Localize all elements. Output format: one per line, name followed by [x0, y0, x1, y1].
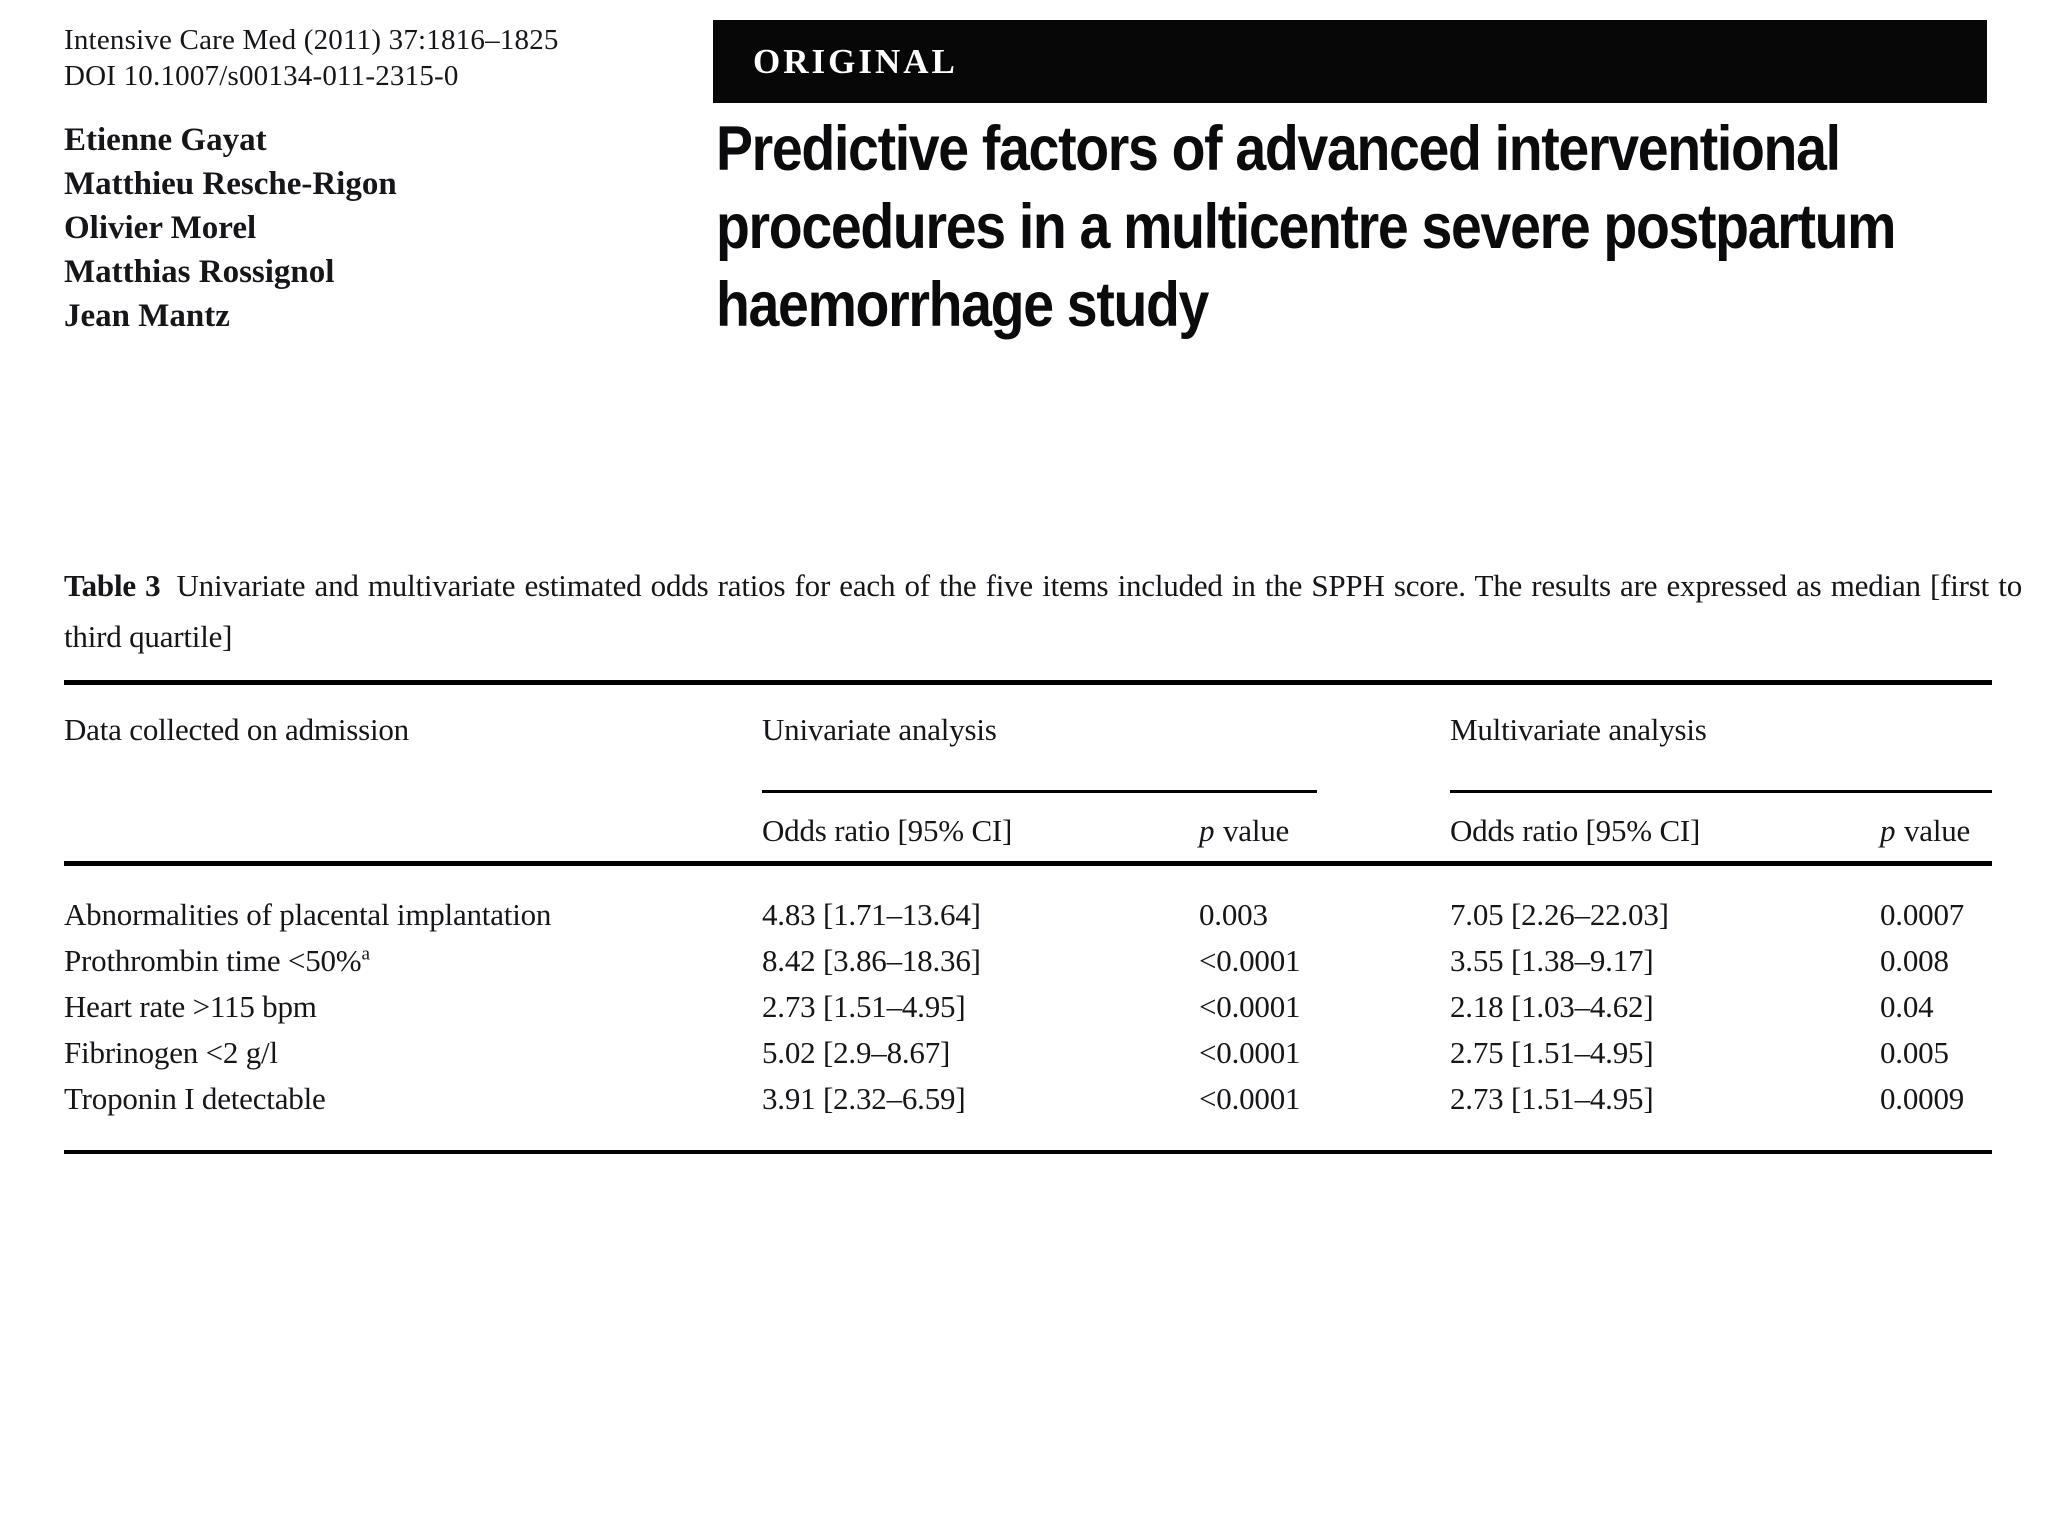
- univariate-odds-ratio: 2.73 [1.51–4.95]: [762, 989, 966, 1024]
- univariate-p-value: 0.003: [1199, 897, 1268, 932]
- multivariate-odds-ratio: 2.18 [1.03–4.62]: [1450, 989, 1654, 1024]
- univariate-odds-ratio: 3.91 [2.32–6.59]: [762, 1081, 966, 1116]
- multivariate-odds-ratio: 2.75 [1.51–4.95]: [1450, 1035, 1654, 1070]
- journal-reference-block: Intensive Care Med (2011) 37:1816–1825 D…: [64, 22, 559, 94]
- journal-citation-line: Intensive Care Med (2011) 37:1816–1825: [64, 24, 559, 56]
- table-caption: Table 3 Univariate and multivariate estim…: [64, 560, 2022, 662]
- table-row: Prothrombin time <50%a 8.42 [3.86–18.36]…: [64, 938, 1992, 984]
- column-header-data-collected: Data collected on admission: [64, 712, 409, 747]
- authors-block: Etienne Gayat Matthieu Resche-Rigon Oliv…: [64, 118, 397, 338]
- univariate-p-value: <0.0001: [1199, 1081, 1301, 1116]
- univariate-odds-ratio: 5.02 [2.9–8.67]: [762, 1035, 951, 1070]
- multivariate-p-value: 0.0007: [1880, 897, 1965, 932]
- column-gap: [1317, 685, 1450, 793]
- author-name: Matthias Rossignol: [64, 254, 335, 290]
- row-label: Abnormalities of placental implantation: [64, 897, 552, 932]
- section-label: ORIGINAL: [753, 41, 958, 81]
- page-title: Predictive factors of advanced intervent…: [716, 110, 1896, 344]
- table-subheader-row: Odds ratio [95% CI] p value Odds ratio [9…: [64, 793, 1992, 866]
- column-gap: [1317, 892, 1450, 938]
- table-row: Heart rate >115 bpm 2.73 [1.51–4.95] <0.…: [64, 984, 1992, 1030]
- multivariate-p-value: 0.04: [1880, 989, 1934, 1024]
- doi-line: DOI 10.1007/s00134-011-2315-0: [64, 60, 459, 92]
- table-3: Data collected on admission Univariate a…: [64, 680, 1992, 1154]
- univariate-p-value: <0.0001: [1199, 943, 1301, 978]
- title-line: Predictive factors of advanced intervent…: [716, 114, 1841, 184]
- univariate-p-value: <0.0001: [1199, 989, 1301, 1024]
- group-header-multivariate: Multivariate analysis: [1450, 685, 1992, 793]
- column-gap: [1317, 1076, 1450, 1122]
- multivariate-p-value: 0.0009: [1880, 1081, 1965, 1116]
- empty-cell: [64, 793, 762, 861]
- table-row: Fibrinogen <2 g/l 5.02 [2.9–8.67] <0.000…: [64, 1030, 1992, 1076]
- column-gap: [1317, 984, 1450, 1030]
- title-line: procedures in a multicentre severe postp…: [716, 192, 1896, 262]
- section-banner: ORIGINAL: [713, 20, 1987, 103]
- row-label: Fibrinogen <2 g/l: [64, 1035, 278, 1070]
- multivariate-p-value: 0.008: [1880, 943, 1949, 978]
- univariate-odds-ratio: 8.42 [3.86–18.36]: [762, 943, 981, 978]
- column-gap: [1317, 938, 1450, 984]
- table-body: Abnormalities of placental implantation …: [64, 866, 1992, 1154]
- column-header-multi-p-value: p value: [1880, 813, 1971, 848]
- row-label: Heart rate >115 bpm: [64, 989, 317, 1024]
- row-label: Prothrombin time <50%a: [64, 943, 370, 978]
- author-name: Etienne Gayat: [64, 122, 267, 158]
- multivariate-odds-ratio: 7.05 [2.26–22.03]: [1450, 897, 1669, 932]
- column-header-uni-odds-ratio: Odds ratio [95% CI]: [762, 813, 1013, 848]
- univariate-p-value: <0.0001: [1199, 1035, 1301, 1070]
- row-label: Troponin I detectable: [64, 1081, 326, 1116]
- multivariate-odds-ratio: 2.73 [1.51–4.95]: [1450, 1081, 1654, 1116]
- author-name: Matthieu Resche-Rigon: [64, 166, 397, 202]
- caption-text: Univariate and multivariate estimated od…: [64, 568, 2022, 654]
- title-line: haemorrhage study: [716, 270, 1209, 340]
- column-gap: [1317, 1030, 1450, 1076]
- column-gap: [1317, 793, 1450, 861]
- footnote-marker: a: [361, 943, 370, 965]
- column-header-uni-p-value: p value: [1199, 813, 1290, 848]
- author-name: Olivier Morel: [64, 210, 257, 246]
- caption-label: Table 3: [64, 568, 161, 603]
- univariate-odds-ratio: 4.83 [1.71–13.64]: [762, 897, 981, 932]
- table-row: Abnormalities of placental implantation …: [64, 892, 1992, 938]
- multivariate-odds-ratio: 3.55 [1.38–9.17]: [1450, 943, 1654, 978]
- table-row: Troponin I detectable 3.91 [2.32–6.59] <…: [64, 1076, 1992, 1122]
- table-group-header-row: Data collected on admission Univariate a…: [64, 685, 1992, 793]
- group-header-univariate: Univariate analysis: [762, 685, 1317, 793]
- multivariate-p-value: 0.005: [1880, 1035, 1949, 1070]
- author-name: Jean Mantz: [64, 298, 230, 334]
- column-header-multi-odds-ratio: Odds ratio [95% CI]: [1450, 813, 1701, 848]
